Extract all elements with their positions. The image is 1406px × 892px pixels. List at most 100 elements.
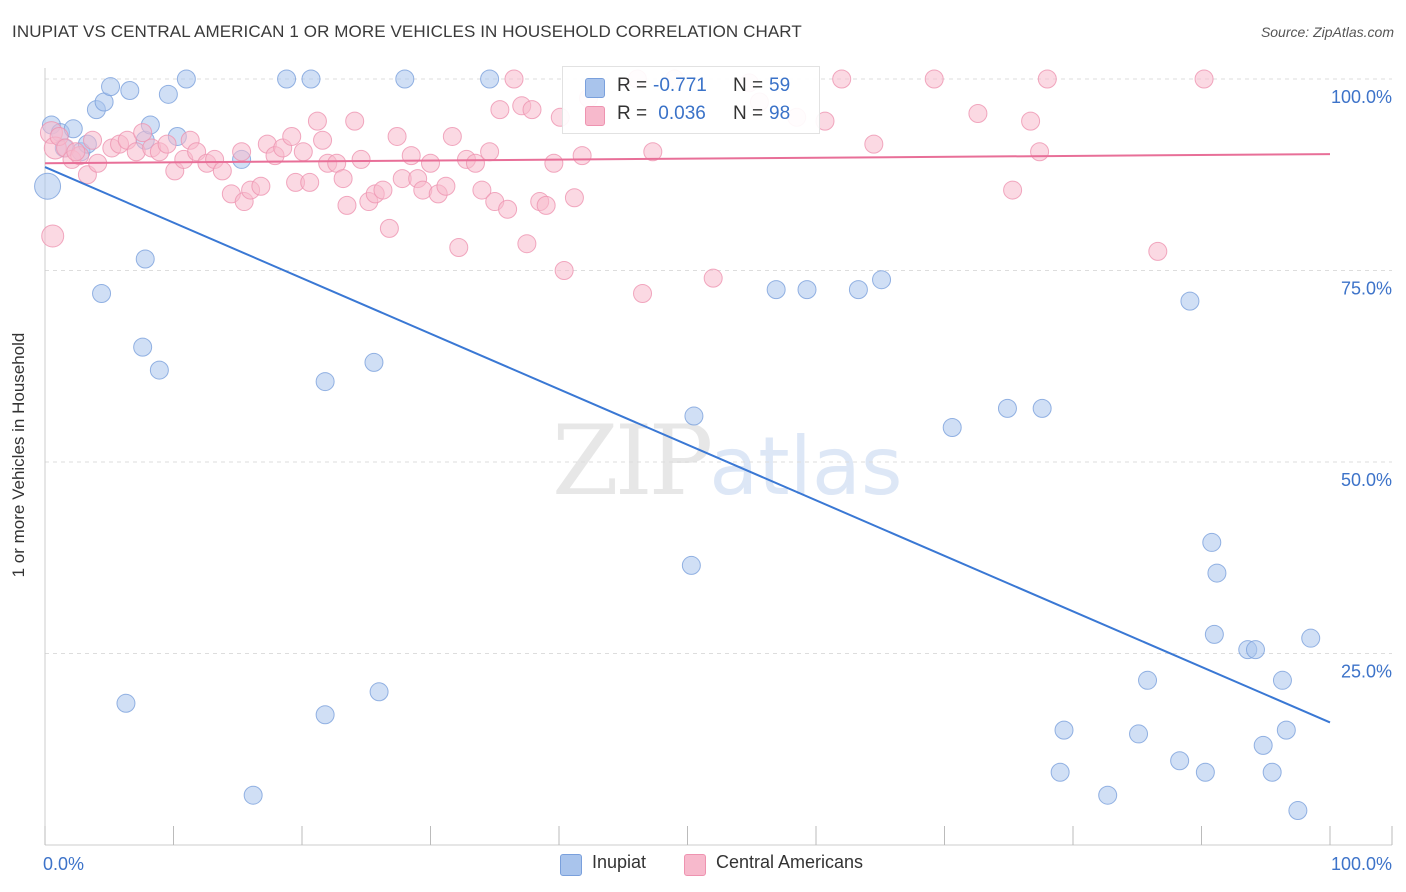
central-americans-swatch-icon bbox=[585, 106, 605, 126]
central-american-point-64 bbox=[498, 199, 518, 219]
inupiat-point-56 bbox=[1276, 720, 1296, 740]
legend-row-central-americans: R = 0.036 N = 98 bbox=[563, 99, 819, 129]
central-american-point-61 bbox=[480, 142, 500, 162]
inupiat-swatch-icon bbox=[585, 78, 605, 98]
inupiat-point-30 bbox=[797, 280, 817, 300]
inupiat-point-20 bbox=[480, 69, 500, 89]
inupiat-point-52 bbox=[1245, 640, 1265, 660]
inupiat-point-25 bbox=[315, 372, 335, 392]
watermark: ZIPatlas bbox=[552, 405, 903, 517]
central-american-point-65 bbox=[504, 69, 524, 89]
inupiat-point-53 bbox=[1253, 735, 1273, 755]
central-american-point-47 bbox=[379, 218, 399, 238]
source-label: Source: ZipAtlas.com bbox=[1260, 24, 1394, 40]
inupiat-point-46 bbox=[1138, 670, 1158, 690]
inupiat-point-28 bbox=[684, 406, 704, 426]
inupiat-point-50 bbox=[1204, 624, 1224, 644]
inupiat-point-13 bbox=[158, 84, 178, 104]
central-americans-r-value: 0.036 bbox=[653, 103, 706, 124]
central-american-point-81 bbox=[703, 268, 723, 288]
central-american-point-25 bbox=[232, 142, 252, 162]
inupiat-point-42 bbox=[1054, 720, 1074, 740]
n-label: N = bbox=[733, 103, 764, 124]
central-american-point-77 bbox=[633, 283, 653, 303]
inupiat-point-22 bbox=[135, 249, 155, 269]
inupiat-point-47 bbox=[1170, 751, 1190, 771]
inupiat-point-40 bbox=[315, 705, 335, 725]
inupiat-point-33 bbox=[942, 418, 962, 438]
inupiat-point-17 bbox=[277, 69, 297, 89]
inupiat-point-9 bbox=[101, 77, 121, 97]
y-tick-label-3: 100.0% bbox=[1331, 87, 1392, 107]
central-american-point-68 bbox=[522, 100, 542, 120]
watermark-atlas: atlas bbox=[709, 420, 903, 513]
central-american-point-32 bbox=[282, 126, 302, 146]
central-american-point-43 bbox=[351, 149, 371, 169]
inupiat-point-49 bbox=[1207, 563, 1227, 583]
inupiat-point-44 bbox=[1098, 785, 1118, 805]
central-americans-legend-swatch-icon bbox=[684, 854, 706, 876]
r-label: R = bbox=[617, 103, 648, 124]
central-american-point-89 bbox=[968, 103, 988, 123]
central-american-point-28 bbox=[251, 176, 271, 196]
inupiat-point-58 bbox=[1288, 801, 1308, 821]
inupiat-point-35 bbox=[1032, 398, 1052, 418]
inupiat-point-15 bbox=[176, 69, 196, 89]
inupiat-point-10 bbox=[120, 80, 140, 100]
inupiat-point-54 bbox=[1262, 762, 1282, 782]
central-american-point-94 bbox=[1148, 241, 1168, 261]
inupiat-point-21 bbox=[92, 283, 112, 303]
y-tick-label-1: 50.0% bbox=[1341, 470, 1392, 490]
inupiat-r-value: -0.771 bbox=[653, 75, 707, 96]
central-american-point-91 bbox=[1021, 111, 1041, 131]
central-american-point-74 bbox=[564, 188, 584, 208]
inupiat-point-32 bbox=[872, 270, 892, 290]
central-american-point-75 bbox=[572, 146, 592, 166]
y-tick-label-2: 75.0% bbox=[1341, 279, 1392, 299]
inupiat-point-57 bbox=[1301, 628, 1321, 648]
r-label: R = bbox=[617, 75, 648, 96]
x-tick-label-0: 0.0% bbox=[43, 854, 84, 874]
inupiat-trend-line bbox=[44, 166, 1331, 724]
chart-title: INUPIAT VS CENTRAL AMERICAN 1 OR MORE VE… bbox=[12, 22, 802, 41]
watermark-zip: ZIP bbox=[552, 405, 713, 517]
central-american-point-48 bbox=[387, 126, 407, 146]
central-american-point-97 bbox=[66, 142, 86, 162]
central-american-trend-line bbox=[44, 153, 1331, 165]
y-axis-label: 1 or more Vehicles in Household bbox=[9, 332, 28, 578]
central-american-point-63 bbox=[490, 100, 510, 120]
legend-label-inupiat: Inupiat bbox=[592, 852, 647, 872]
central-american-point-59 bbox=[465, 153, 485, 173]
central-american-point-55 bbox=[436, 176, 456, 196]
inupiat-point-36 bbox=[1180, 291, 1200, 311]
central-american-point-87 bbox=[864, 134, 884, 154]
inupiat-point-45 bbox=[1129, 724, 1149, 744]
inupiat-point-23 bbox=[133, 337, 153, 357]
central-american-point-42 bbox=[345, 111, 365, 131]
central-american-point-40 bbox=[333, 169, 353, 189]
inupiat-point-26 bbox=[364, 352, 384, 372]
x-tick-label-1: 100.0% bbox=[1331, 854, 1392, 874]
inupiat-point-55 bbox=[1272, 670, 1292, 690]
central-american-point-36 bbox=[307, 111, 327, 131]
inupiat-point-18 bbox=[301, 69, 321, 89]
inupiat-point-24 bbox=[149, 360, 169, 380]
central-american-point-90 bbox=[1003, 180, 1023, 200]
central-american-point-53 bbox=[421, 153, 440, 173]
inupiat-point-27 bbox=[681, 555, 701, 575]
central-american-point-37 bbox=[313, 130, 333, 150]
central-american-point-60 bbox=[472, 180, 492, 200]
central-americans-n-value: 98 bbox=[769, 103, 791, 124]
legend-label-central-americans: Central Americans bbox=[716, 852, 864, 872]
central-american-point-46 bbox=[373, 180, 393, 200]
central-american-point-93 bbox=[1037, 69, 1057, 89]
inupiat-point-29 bbox=[766, 280, 786, 300]
central-american-point-95 bbox=[1194, 69, 1214, 89]
central-american-point-57 bbox=[449, 238, 469, 258]
central-american-point-23 bbox=[212, 161, 232, 181]
n-label: N = bbox=[733, 75, 764, 96]
central-american-point-86 bbox=[832, 69, 852, 89]
central-american-point-7 bbox=[83, 130, 103, 150]
central-american-point-41 bbox=[337, 195, 357, 215]
inupiat-point-39 bbox=[243, 785, 263, 805]
